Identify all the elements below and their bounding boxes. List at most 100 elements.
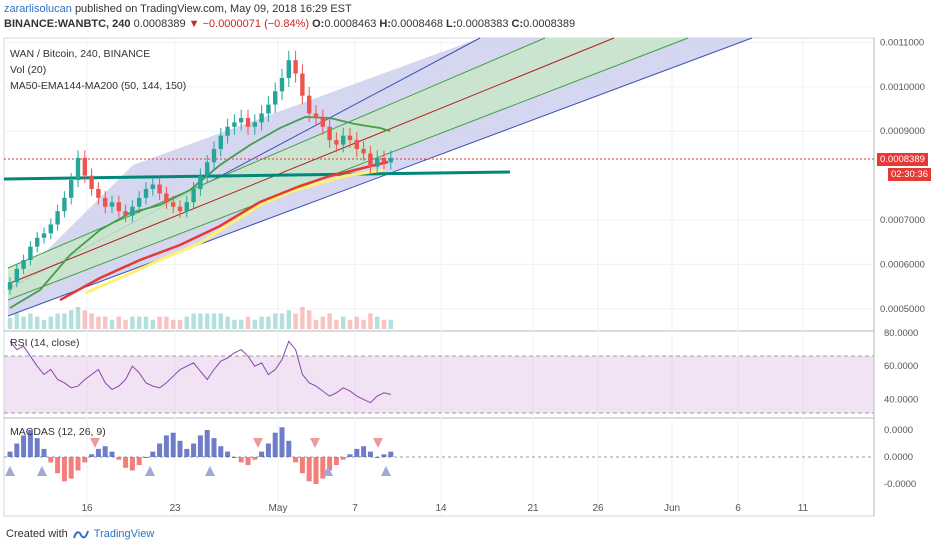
volume-bar: [103, 316, 108, 329]
symbol: BINANCE:WANBTC, 240: [4, 18, 131, 30]
macd-bar: [41, 448, 47, 457]
macd-bar: [116, 457, 122, 460]
candle-body: [41, 233, 47, 238]
countdown-tag: 02:30:36: [888, 168, 931, 181]
macd-bar: [327, 457, 333, 471]
close-label: C:: [511, 18, 524, 30]
volume-bar: [14, 313, 19, 329]
price-change: −0.0000071 (−0.84%): [202, 18, 310, 30]
candle-body: [347, 135, 353, 141]
ma-yellow-line: [84, 168, 386, 295]
candle-body: [62, 197, 67, 212]
author-link[interactable]: zararlisolucan: [4, 3, 72, 15]
last-price-tag: 0.0008389: [877, 153, 928, 166]
candle-body: [259, 113, 264, 123]
macd-bar: [170, 432, 176, 457]
volume-bar: [157, 316, 162, 329]
candle-body: [341, 135, 346, 145]
macd-bar: [123, 457, 129, 468]
candle-body: [388, 157, 393, 163]
volume-bar: [35, 316, 40, 329]
candle-body: [361, 148, 366, 154]
macd-bar: [204, 430, 210, 457]
macd-bar: [143, 457, 149, 458]
volume-bar: [89, 313, 94, 329]
macd-bar: [95, 448, 101, 457]
candle-body: [184, 202, 189, 212]
buy-signal-marker: [145, 466, 155, 476]
volume-bar: [239, 319, 244, 329]
volume-bar: [375, 316, 380, 329]
candle-body: [164, 193, 169, 203]
volume-bar: [286, 310, 291, 329]
inner-upper-line: [7, 37, 546, 269]
volume-bars: [7, 307, 393, 329]
sell-signal-marker: [90, 438, 100, 448]
macd-bar: [7, 451, 13, 457]
macd-bar: [265, 443, 271, 457]
price-tick-label: 0.0007000: [880, 215, 925, 226]
candle-body: [177, 206, 183, 212]
candle-body: [130, 206, 135, 216]
inner-lower-line: [7, 37, 689, 301]
candle-body: [116, 202, 121, 212]
tradingview-link[interactable]: TradingView: [93, 528, 155, 540]
candle-body: [327, 126, 332, 141]
candle-body: [7, 282, 13, 290]
candle-body: [211, 148, 217, 163]
tradingview-logo-icon: [72, 530, 89, 538]
volume-bar: [7, 317, 13, 329]
volume-bar: [198, 313, 203, 329]
macd-bar: [61, 457, 67, 482]
macd-bar: [75, 457, 81, 471]
macd-bar: [109, 451, 115, 457]
volume-bar: [130, 316, 135, 329]
candle-body: [381, 157, 387, 163]
macd-bar: [27, 430, 33, 457]
volume-bar: [116, 316, 121, 329]
down-arrow-icon: ▼: [188, 18, 200, 30]
publish-date: published on TradingView.com, May 09, 20…: [74, 3, 352, 15]
candle-body: [89, 175, 94, 189]
macd-bar: [218, 446, 224, 457]
macd-bar: [197, 435, 203, 457]
macd-bar: [354, 448, 360, 457]
macd-bar: [136, 457, 142, 466]
ma-red-line: [59, 160, 389, 302]
candle-body: [69, 180, 74, 198]
volume-bar: [21, 316, 26, 329]
low-value: 0.0008383: [456, 18, 509, 30]
volume-bar: [381, 319, 387, 329]
volume-bar: [266, 316, 271, 329]
price-tick-label: 0.0011000: [880, 37, 924, 48]
candle-body: [82, 157, 87, 176]
macd-bar: [102, 446, 108, 457]
x-tick-label: 7: [352, 503, 358, 514]
candle-body: [109, 202, 115, 207]
volume-bar: [388, 319, 393, 329]
volume-bar: [109, 319, 115, 329]
buy-signal-marker: [5, 466, 15, 476]
macd-bar: [381, 454, 387, 457]
volume-bar: [361, 319, 366, 329]
macd-bar: [177, 440, 183, 457]
volume-bar: [69, 310, 74, 329]
candle-body: [103, 197, 108, 207]
macd-bar: [320, 457, 326, 479]
candle-body: [55, 211, 60, 225]
price-tick-label: 0.0005000: [880, 304, 925, 315]
macd-bar: [238, 457, 244, 463]
macd-bar: [374, 457, 380, 458]
macd-bar: [34, 438, 40, 457]
candle-body: [225, 126, 230, 136]
volume-bar: [232, 319, 237, 329]
close-value: 0.0008389: [523, 18, 576, 30]
macd-bar: [333, 457, 339, 466]
candle-body: [171, 202, 176, 207]
candle-body: [48, 224, 53, 234]
volume-bar: [55, 313, 60, 329]
volume-bar: [82, 310, 87, 329]
volume-bar: [96, 316, 101, 329]
macd-bar: [252, 457, 258, 460]
